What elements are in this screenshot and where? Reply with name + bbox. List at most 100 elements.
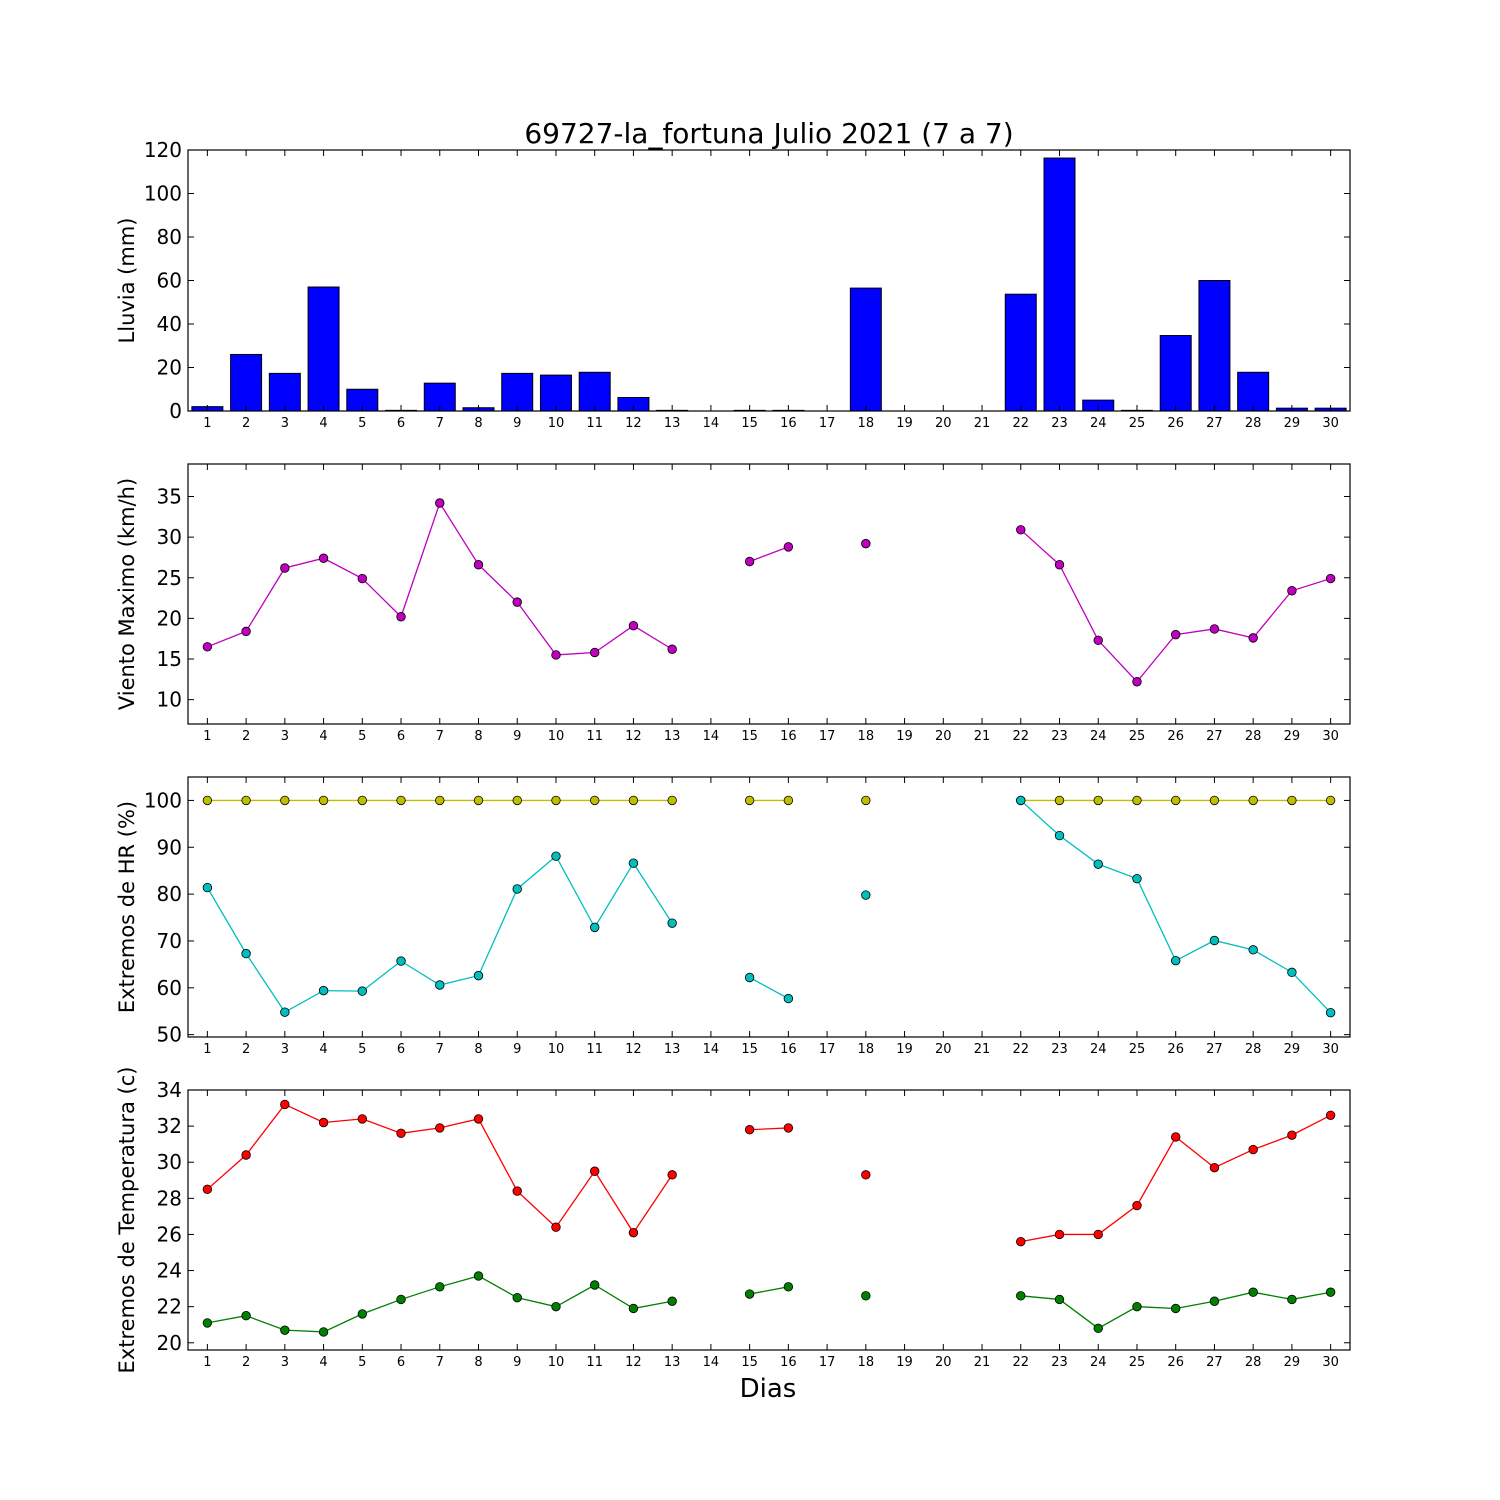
temp-max-point-day-5 (357, 1114, 368, 1124)
temperature-y-tick-label-28: 28 (157, 1186, 182, 1210)
x-axis-label: Dias (740, 1374, 797, 1404)
wind-x-tick-label-24: 24 (1090, 729, 1107, 744)
temperature-x-tick-label-11: 11 (586, 1355, 603, 1370)
temp-min-line-segment-1 (749, 1286, 789, 1295)
hr-max-point-day-10 (551, 795, 561, 806)
humidity-x-tick-label-14: 14 (703, 1042, 720, 1057)
rainfall-x-tick-label-7: 7 (436, 416, 444, 431)
wind-x-tick-label-2: 2 (242, 729, 250, 744)
hr-min-point-day-12 (628, 858, 639, 868)
temp-min-point-day-8 (473, 1271, 484, 1281)
temperature-y-axis-label: Extremos de Temperatura (c) (115, 1067, 139, 1374)
temp-min-point-day-11 (590, 1280, 600, 1290)
temp-max-point-day-16 (783, 1123, 794, 1133)
hr-min-point-day-24 (1093, 859, 1103, 869)
wind-y-axis-label: Viento Maximo (km/h) (115, 478, 139, 710)
temperature-x-tick-label-30: 30 (1322, 1355, 1339, 1370)
rainfall-y-tick-label-60: 60 (157, 269, 182, 293)
hr-min-point-day-27 (1209, 935, 1220, 946)
max-wind-point-day-1 (202, 642, 213, 652)
humidity-x-tick-label-25: 25 (1129, 1042, 1146, 1057)
temperature-x-tick-label-13: 13 (664, 1355, 681, 1370)
humidity-y-tick-label-100: 100 (144, 788, 182, 812)
wind-y-tick-label-25: 25 (157, 566, 182, 590)
temp-max-line-segment-1 (749, 1127, 789, 1131)
humidity-x-tick-label-11: 11 (586, 1042, 603, 1057)
humidity-x-tick-label-27: 27 (1206, 1042, 1223, 1057)
wind-x-tick-label-4: 4 (319, 729, 327, 744)
rainfall-y-tick-label-20: 20 (157, 356, 182, 380)
temperature-x-tick-label-7: 7 (436, 1355, 444, 1370)
rainfall-x-tick-label-18: 18 (858, 416, 875, 431)
temp-min-point-day-27 (1209, 1296, 1220, 1306)
temp-min-point-day-15 (744, 1289, 755, 1299)
temp-max-point-day-29 (1287, 1130, 1297, 1140)
max-wind-point-day-25 (1132, 677, 1142, 687)
wind-x-tick-label-20: 20 (935, 729, 952, 744)
hr-max-point-day-12 (628, 795, 639, 806)
wind-x-tick-label-18: 18 (858, 729, 875, 744)
rainfall-y-tick-label-0: 0 (169, 399, 182, 423)
humidity-x-tick-label-13: 13 (664, 1042, 681, 1057)
humidity-x-tick-label-10: 10 (548, 1042, 565, 1057)
hr-max-point-day-7 (435, 795, 445, 806)
rainfall-x-tick-label-28: 28 (1245, 416, 1262, 431)
hr-max-point-day-2 (241, 795, 251, 806)
rainfall-x-tick-label-9: 9 (513, 416, 521, 431)
temp-max-point-day-30 (1325, 1110, 1336, 1120)
rain-bar-day-11 (578, 371, 611, 412)
hr-max-point-day-25 (1132, 795, 1142, 806)
temp-max-point-day-22 (1016, 1236, 1026, 1247)
wind-x-tick-label-16: 16 (780, 729, 797, 744)
rainfall-x-tick-label-2: 2 (242, 416, 250, 431)
hr-max-point-day-3 (280, 795, 290, 806)
rainfall-x-tick-label-8: 8 (474, 416, 482, 431)
temp-max-point-day-1 (202, 1184, 213, 1195)
wind-x-tick-label-6: 6 (397, 729, 405, 744)
wind-x-tick-label-19: 19 (896, 729, 913, 744)
hr-max-point-day-6 (396, 795, 406, 806)
humidity-x-tick-label-4: 4 (319, 1042, 327, 1057)
humidity-x-tick-label-20: 20 (935, 1042, 952, 1057)
chart-title: 69727-la_fortuna Julio 2021 (7 a 7) (524, 117, 1013, 150)
rain-bar-day-18 (849, 287, 882, 412)
temperature-x-tick-label-10: 10 (548, 1355, 565, 1370)
temperature-x-tick-label-5: 5 (358, 1355, 366, 1370)
humidity-x-tick-label-6: 6 (397, 1042, 405, 1057)
rainfall-x-tick-label-13: 13 (664, 416, 681, 431)
hr-max-point-day-30 (1325, 795, 1336, 806)
hr-min-point-day-1 (202, 882, 213, 893)
hr-max-point-day-13 (667, 795, 677, 806)
temp-min-point-day-30 (1325, 1287, 1336, 1297)
temperature-x-tick-label-28: 28 (1245, 1355, 1262, 1370)
temperature-x-tick-label-24: 24 (1090, 1355, 1107, 1370)
temperature-plot-frame (187, 1089, 1351, 1351)
hr-min-point-day-22 (1016, 795, 1026, 806)
max-wind-point-day-18 (861, 538, 871, 549)
temperature-x-tick-label-4: 4 (319, 1355, 327, 1370)
temp-max-point-day-15 (744, 1125, 755, 1135)
rain-bar-day-4 (307, 286, 340, 412)
hr-min-point-day-18 (861, 890, 871, 900)
wind-x-tick-label-7: 7 (436, 729, 444, 744)
temperature-x-tick-label-22: 22 (1012, 1355, 1029, 1370)
temperature-x-tick-label-27: 27 (1206, 1355, 1223, 1370)
temp-min-point-day-25 (1132, 1301, 1142, 1312)
hr-max-point-day-24 (1093, 795, 1103, 806)
hr-max-point-day-28 (1248, 795, 1258, 806)
wind-x-tick-label-10: 10 (548, 729, 565, 744)
wind-x-tick-label-25: 25 (1129, 729, 1146, 744)
temp-min-point-day-28 (1248, 1287, 1258, 1297)
hr-min-point-day-6 (396, 956, 406, 966)
temp-max-point-day-3 (280, 1099, 290, 1110)
temp-max-point-day-25 (1132, 1200, 1142, 1211)
rainfall-x-tick-label-4: 4 (319, 416, 327, 431)
rain-bar-day-27 (1198, 280, 1231, 412)
temperature-x-tick-label-8: 8 (474, 1355, 482, 1370)
rain-bar-day-22 (1004, 293, 1037, 412)
hr-min-point-day-25 (1132, 873, 1142, 884)
wind-x-tick-label-9: 9 (513, 729, 521, 744)
